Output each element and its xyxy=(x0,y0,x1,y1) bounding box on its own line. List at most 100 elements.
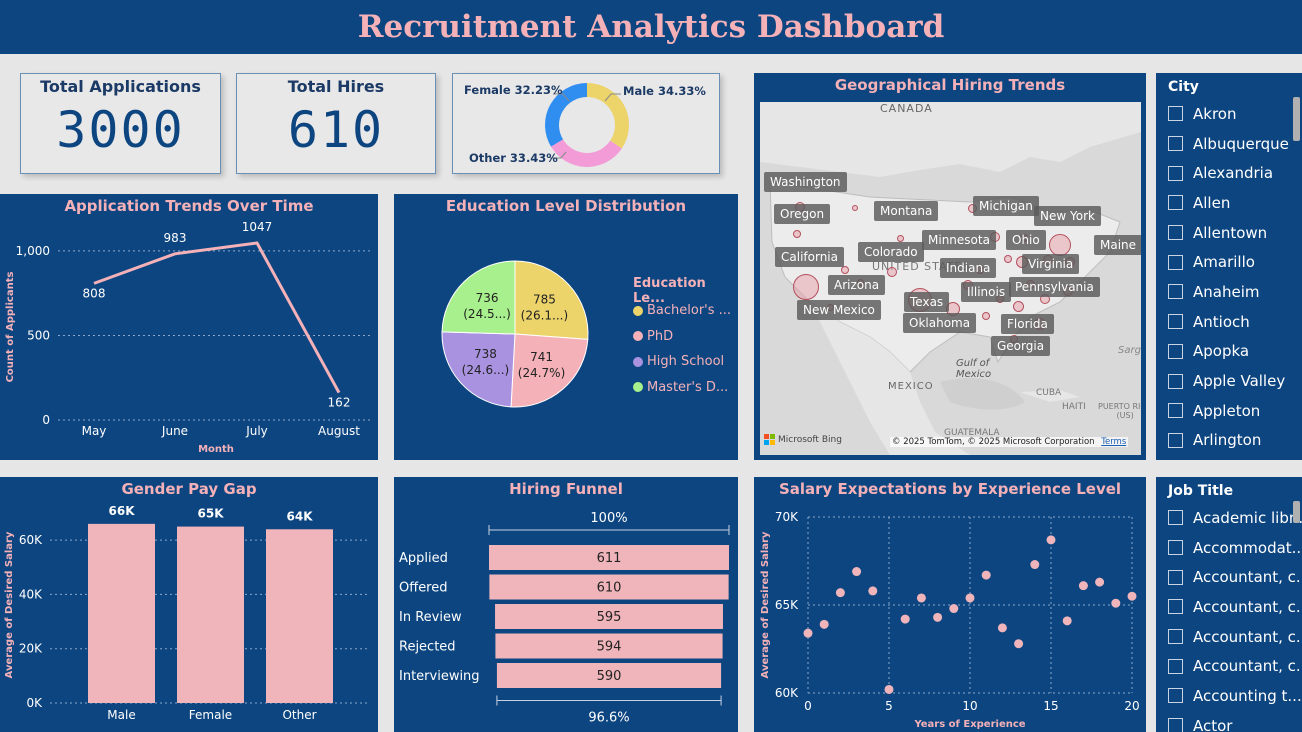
map-bubble[interactable] xyxy=(887,267,897,277)
map-state-label[interactable]: Illinois xyxy=(961,282,1012,302)
job-title-slicer-item[interactable]: Accountant, c... xyxy=(1168,651,1302,681)
city-slicer[interactable]: City Akron Albuquerque Alexandria Allen Alle… xyxy=(1156,73,1302,460)
scatter-point[interactable] xyxy=(1062,616,1072,626)
map-state-label[interactable]: Georgia xyxy=(991,336,1051,356)
donut-slice-other[interactable] xyxy=(551,139,622,167)
city-list[interactable]: Akron Albuquerque Alexandria Allen Allentown… xyxy=(1168,99,1289,455)
map-state-label[interactable]: Washington xyxy=(764,172,847,192)
checkbox-icon[interactable] xyxy=(1168,373,1183,389)
map-state-label[interactable]: Florida xyxy=(1001,314,1054,334)
gender-pay-panel[interactable]: Gender Pay Gap 0K 20K 40K 60K 66K Male 65K Fema… xyxy=(0,477,378,732)
scatter-point[interactable] xyxy=(900,614,910,624)
checkbox-icon[interactable] xyxy=(1168,225,1183,241)
trend-line[interactable] xyxy=(93,241,341,394)
city-slicer-item[interactable]: Allen xyxy=(1168,188,1289,218)
scatter-point[interactable] xyxy=(965,593,975,603)
pay-bar[interactable] xyxy=(88,523,155,703)
donut-slice-male[interactable] xyxy=(586,83,629,149)
checkbox-icon[interactable] xyxy=(1168,165,1183,181)
pie-slice[interactable] xyxy=(510,333,589,408)
scatter-point[interactable] xyxy=(1046,535,1056,545)
checkbox-icon[interactable] xyxy=(1168,314,1183,330)
funnel-bar[interactable] xyxy=(496,663,722,688)
map-state-label[interactable]: Montana xyxy=(874,201,939,221)
checkbox-icon[interactable] xyxy=(1168,403,1183,419)
city-slicer-item[interactable]: Amarillo xyxy=(1168,247,1289,277)
pay-bar[interactable] xyxy=(266,529,333,703)
job-title-slicer-item[interactable]: Accounting t... xyxy=(1168,681,1302,711)
city-slicer-item[interactable]: Anaheim xyxy=(1168,277,1289,307)
education-panel[interactable]: Education Level Distribution 785 (26.1...… xyxy=(394,194,738,460)
pie-slice[interactable] xyxy=(441,331,516,408)
map-bubble[interactable] xyxy=(982,312,990,320)
map-state-label[interactable]: Maine xyxy=(1094,235,1141,255)
job-scrollbar[interactable] xyxy=(1293,501,1300,523)
total-hires-card[interactable]: Total Hires 610 xyxy=(236,73,436,174)
job-title-slicer-item[interactable]: Actor xyxy=(1168,711,1302,732)
salary-scatter-panel[interactable]: Salary Expectations by Experience Level … xyxy=(754,477,1146,732)
scatter-point[interactable] xyxy=(1111,598,1121,608)
donut-slice-female[interactable] xyxy=(545,83,588,147)
map-bubble[interactable] xyxy=(841,266,849,274)
city-scrollbar[interactable] xyxy=(1293,97,1300,141)
pay-bar[interactable] xyxy=(177,526,244,703)
checkbox-icon[interactable] xyxy=(1168,718,1183,732)
scatter-point[interactable] xyxy=(835,588,845,598)
checkbox-icon[interactable] xyxy=(1168,432,1183,448)
education-legend-item[interactable]: Master's D... xyxy=(633,375,731,401)
job-title-slicer-item[interactable]: Accountant, c... xyxy=(1168,562,1302,592)
checkbox-icon[interactable] xyxy=(1168,106,1183,122)
funnel-bar[interactable] xyxy=(489,574,729,600)
application-trends-panel[interactable]: Application Trends Over Time 0 500 1,000 80… xyxy=(0,194,378,460)
city-slicer-item[interactable]: Allentown xyxy=(1168,218,1289,248)
map-state-label[interactable]: Arizona xyxy=(828,275,886,295)
map-bubble[interactable] xyxy=(793,274,819,300)
city-slicer-item[interactable]: Alexandria xyxy=(1168,158,1289,188)
scatter-point[interactable] xyxy=(884,684,894,694)
checkbox-icon[interactable] xyxy=(1168,136,1183,152)
checkbox-icon[interactable] xyxy=(1168,599,1183,615)
checkbox-icon[interactable] xyxy=(1168,254,1183,270)
city-slicer-item[interactable]: Apple Valley xyxy=(1168,366,1289,396)
city-slicer-item[interactable]: Akron xyxy=(1168,99,1289,129)
funnel-bar[interactable] xyxy=(489,545,729,570)
scatter-point[interactable] xyxy=(981,570,991,580)
city-slicer-item[interactable]: Antioch xyxy=(1168,307,1289,337)
map-state-label[interactable]: New Mexico xyxy=(797,300,881,320)
map-bubble[interactable] xyxy=(793,230,801,238)
map-bubble[interactable] xyxy=(896,234,904,242)
job-title-slicer-item[interactable]: Academic libr... xyxy=(1168,503,1302,533)
map-bubble[interactable] xyxy=(1049,234,1071,256)
funnel-bar[interactable] xyxy=(495,633,723,659)
scatter-point[interactable] xyxy=(997,623,1007,633)
scatter-point[interactable] xyxy=(916,593,926,603)
education-legend-item[interactable]: PhD xyxy=(633,324,731,350)
education-legend-item[interactable]: High School xyxy=(633,349,731,375)
city-slicer-item[interactable]: Albuquerque xyxy=(1168,129,1289,159)
job-title-list[interactable]: Academic libr... Accommodat... Accountant,… xyxy=(1168,503,1302,732)
scatter-point[interactable] xyxy=(933,612,943,622)
map-state-label[interactable]: Indiana xyxy=(940,258,997,278)
job-title-slicer[interactable]: Job Title Academic libr... Accommodat... A… xyxy=(1156,477,1302,732)
map-bubble[interactable] xyxy=(852,205,858,211)
scatter-point[interactable] xyxy=(1095,577,1105,587)
checkbox-icon[interactable] xyxy=(1168,284,1183,300)
job-title-slicer-item[interactable]: Accommodat... xyxy=(1168,533,1302,563)
map-state-label[interactable]: Ohio xyxy=(1006,230,1046,250)
terms-link[interactable]: Terms xyxy=(1101,437,1127,447)
map-state-label[interactable]: Colorado xyxy=(858,242,924,262)
total-applications-card[interactable]: Total Applications 3000 xyxy=(20,73,221,174)
job-title-slicer-item[interactable]: Accountant, c... xyxy=(1168,622,1302,652)
scatter-point[interactable] xyxy=(852,567,862,577)
pie-slice[interactable] xyxy=(514,260,589,340)
map-state-label[interactable]: New York xyxy=(1034,206,1101,226)
checkbox-icon[interactable] xyxy=(1168,569,1183,585)
city-slicer-item[interactable]: Appleton xyxy=(1168,396,1289,426)
funnel-bar[interactable] xyxy=(495,604,723,629)
map-state-label[interactable]: Minnesota xyxy=(922,230,996,250)
map-bubble[interactable] xyxy=(1012,300,1024,312)
scatter-point[interactable] xyxy=(949,604,959,614)
map-state-label[interactable]: California xyxy=(775,247,844,267)
checkbox-icon[interactable] xyxy=(1168,510,1183,526)
gender-donut-card[interactable]: Female 32.23% Male 34.33% Other 33.43% xyxy=(452,73,720,174)
